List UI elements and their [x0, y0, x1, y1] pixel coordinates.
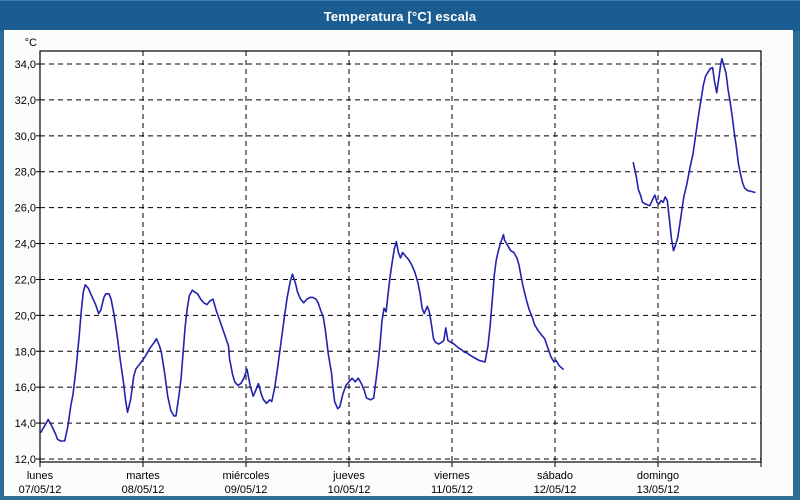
- y-grid-and-labels: 34,0 32,0 30,0 28,0 26,0 24,0 22,0 20,0 18,0 16,0…: [15, 59, 761, 466]
- y-tick-label: 14,0: [15, 418, 36, 430]
- plot-frame: [39, 50, 762, 463]
- x-grid: [142, 51, 659, 462]
- temperature-series-segment: [632, 57, 756, 252]
- window-title: Temperatura [°C] escala: [323, 8, 477, 24]
- temperature-chart: 34,0 32,0 30,0 28,0 26,0 24,0 22,0 20,0 18,0 16,0…: [15, 37, 762, 496]
- y-axis-unit-label: °C: [25, 37, 37, 49]
- x-date-label: 13/05/12: [637, 484, 680, 496]
- y-tick-label: 18,0: [15, 346, 36, 358]
- y-tick-label: 32,0: [15, 95, 36, 107]
- x-day-label: lunes: [27, 470, 54, 482]
- y-tick-label: 28,0: [15, 167, 36, 179]
- y-tick-label: 34,0: [15, 59, 36, 71]
- y-tick-label: 16,0: [15, 382, 36, 394]
- x-day-label: viernes: [434, 470, 470, 482]
- y-tick-label: 20,0: [15, 310, 36, 322]
- x-day-label: jueves: [332, 470, 365, 482]
- x-date-label: 12/05/12: [534, 484, 577, 496]
- x-axis-labels: lunes 07/05/12 martes 08/05/12 miércoles 09/0…: [19, 462, 762, 496]
- y-tick-label: 24,0: [15, 239, 36, 251]
- y-tick-label: 12,0: [15, 454, 36, 466]
- temperature-line: [40, 57, 756, 442]
- x-day-label: martes: [126, 470, 160, 482]
- x-date-label: 10/05/12: [328, 484, 371, 496]
- x-date-label: 09/05/12: [225, 484, 268, 496]
- x-day-label: sábado: [537, 470, 573, 482]
- titlebar: Temperatura [°C] escala: [0, 0, 800, 31]
- x-day-label: miércoles: [222, 470, 270, 482]
- y-tick-label: 26,0: [15, 203, 36, 215]
- y-tick-label: 30,0: [15, 131, 36, 143]
- temperature-series-segment: [40, 233, 565, 442]
- x-date-label: 07/05/12: [19, 484, 62, 496]
- y-tick-label: 22,0: [15, 274, 36, 286]
- x-day-label: domingo: [637, 470, 679, 482]
- x-date-label: 08/05/12: [122, 484, 165, 496]
- x-date-label: 11/05/12: [431, 484, 473, 496]
